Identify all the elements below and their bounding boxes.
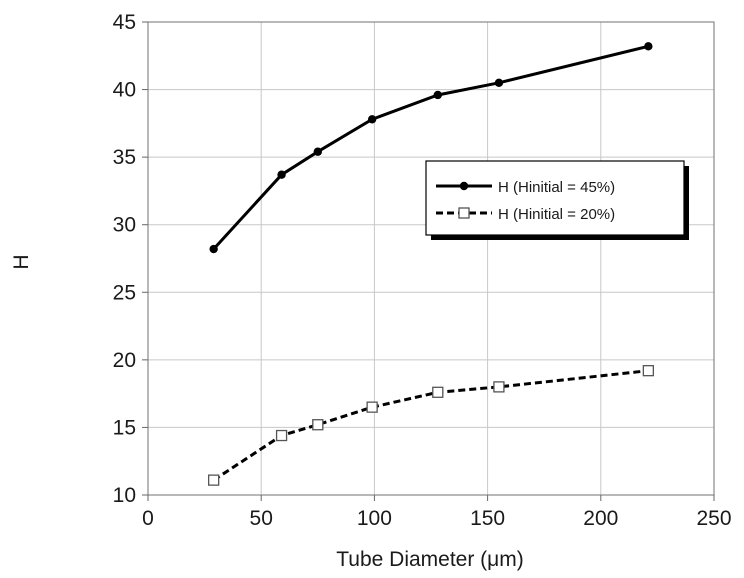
legend-marker [458, 207, 470, 219]
legend-label: H (Hinitial = 45%) [498, 179, 615, 196]
x-tick-label: 200 [583, 507, 618, 530]
series-group [208, 42, 654, 486]
y-tick-label: 40 [113, 79, 136, 102]
data-point [433, 90, 442, 100]
y-tick-label: 30 [113, 214, 136, 237]
x-tick-label: 150 [470, 507, 505, 530]
data-point [313, 147, 322, 156]
legend-marker [459, 181, 469, 191]
x-tick-label: 250 [696, 507, 731, 530]
data-point [494, 78, 504, 88]
series-line [212, 369, 649, 482]
data-point [277, 170, 286, 179]
y-tick-label: 20 [113, 349, 136, 372]
y-tick-label: 10 [113, 484, 136, 507]
gridlines [148, 22, 714, 495]
x-tick-label: 0 [142, 507, 154, 530]
data-point [367, 115, 377, 124]
series-1 [209, 42, 653, 254]
legend-label: H (Hinitial = 20%) [498, 206, 615, 223]
y-tick-label: 25 [113, 281, 136, 304]
plot-area-border [147, 21, 715, 496]
data-point [208, 474, 220, 486]
y-tick-label: 35 [113, 146, 136, 169]
legend-item-2: H (Hinitial = 20%) [436, 206, 615, 223]
x-axis-title: Tube Diameter (μm) [336, 548, 524, 571]
data-point [644, 42, 653, 51]
y-tick-label: 15 [113, 416, 136, 439]
series-2 [208, 365, 654, 486]
data-point [493, 381, 505, 393]
data-point [642, 365, 654, 377]
legend: H (Hinitial = 45%) H (Hinitial = 20%) [425, 160, 689, 240]
x-tick-label: 100 [357, 507, 392, 530]
data-point [209, 244, 218, 254]
data-point [366, 401, 378, 413]
legend-item-1: H (Hinitial = 45%) [436, 179, 615, 196]
data-point [312, 419, 324, 431]
legend-box [425, 160, 685, 236]
data-point [432, 386, 444, 398]
x-tick-label: 50 [250, 507, 273, 530]
data-point [275, 429, 288, 442]
y-axis-title: H [10, 254, 33, 269]
y-tick-label: 45 [113, 11, 136, 34]
axis-ticks: 0 50 100 150 200 250 10 15 20 25 30 35 40 45 [113, 11, 732, 530]
